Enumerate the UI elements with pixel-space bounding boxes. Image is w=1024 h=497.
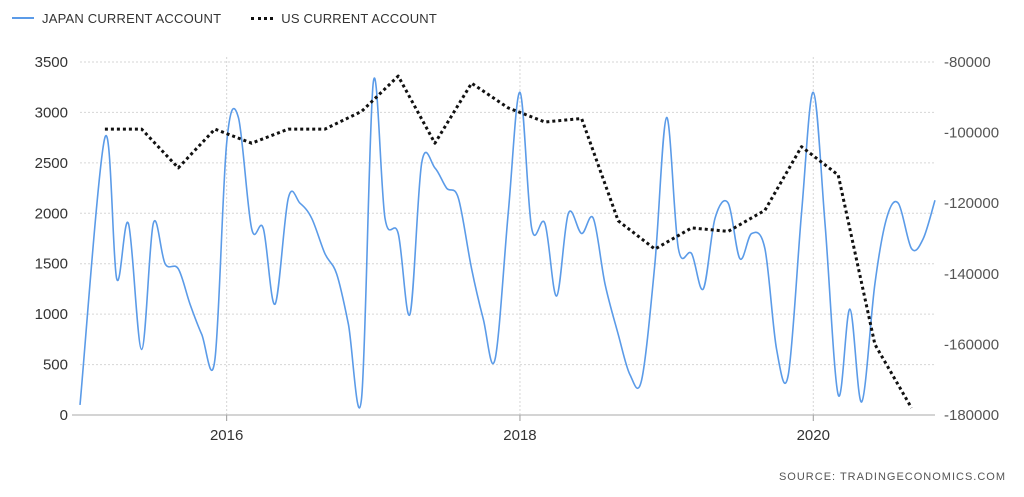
x-tick-label: 2018 [503,427,536,444]
series-line-us-current-account [104,74,913,409]
y-left-tick-label: 1000 [35,306,68,323]
x-axis: 2016 2018 2020 [72,414,935,444]
legend-item-us[interactable]: US CURRENT ACCOUNT [251,11,437,26]
y-right-tick-label: -160000 [944,336,999,353]
y-right-tick-label: -180000 [944,407,999,424]
series-line-japan-current-account [79,77,936,409]
y-left-tick-label: 2500 [35,155,68,172]
series-layer [79,74,936,409]
chart-legend: JAPAN CURRENT ACCOUNT US CURRENT ACCOUNT [12,8,437,28]
legend-label-us: US CURRENT ACCOUNT [281,10,438,26]
y-right-tick-label: -140000 [944,266,999,283]
y-left-tick-label: 3500 [35,54,68,71]
x-tick-label: 2016 [210,427,243,444]
y-right-tick-label: -120000 [944,195,999,212]
y-right-tick-label: -80000 [944,54,991,71]
source-credit: SOURCE: TRADINGECONOMICS.COM [778,471,1006,483]
y-left-tick-label: 2000 [35,205,68,222]
x-tick-label: 2020 [797,427,830,444]
legend-item-japan[interactable]: JAPAN CURRENT ACCOUNT [12,11,221,26]
left-axis: 0 500 1000 1500 2000 2500 3000 3500 [35,54,68,424]
y-left-tick-label: 3000 [35,104,68,121]
legend-swatch-us [251,16,274,20]
y-left-tick-label: 1500 [35,256,68,273]
legend-label-japan: JAPAN CURRENT ACCOUNT [42,10,222,26]
right-axis: -80000 -100000 -120000 -140000 -160000 -18000… [944,54,999,424]
y-left-tick-label: 0 [60,407,68,424]
y-right-tick-label: -100000 [944,125,999,142]
legend-swatch-japan [12,17,34,19]
y-left-tick-label: 500 [43,357,68,374]
